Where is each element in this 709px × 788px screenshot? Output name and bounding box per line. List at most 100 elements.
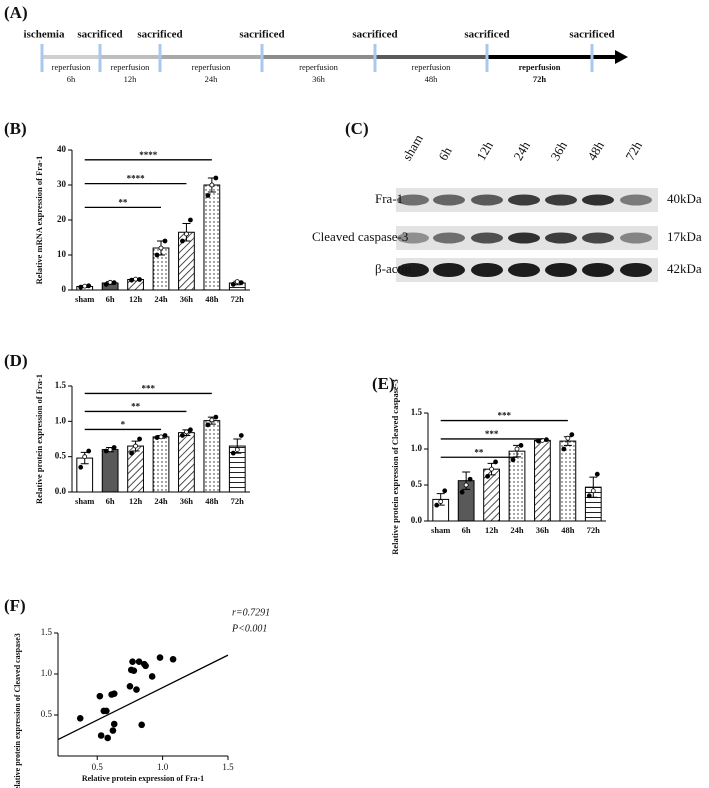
data-point (230, 281, 236, 287)
band (471, 263, 503, 277)
band (620, 263, 652, 277)
band (397, 263, 429, 277)
panel-label: (B) (4, 119, 27, 138)
data-point (107, 279, 113, 285)
x-tick-label: 6h (106, 496, 115, 506)
segment-duration: 48h (425, 74, 439, 84)
data-point (76, 714, 84, 722)
x-tick-label: sham (431, 525, 450, 535)
data-point (129, 658, 136, 665)
data-point (184, 429, 189, 435)
data-point (459, 489, 465, 495)
data-point (209, 182, 215, 188)
segment-label: reperfusion (52, 62, 91, 72)
x-tick-label: 48h (205, 294, 219, 304)
lane-label: 48h (584, 138, 607, 163)
lane-label: 36h (547, 138, 570, 163)
y-tick-label: 0 (62, 284, 67, 294)
data-point (561, 446, 567, 452)
data-point (184, 231, 189, 237)
data-point (142, 662, 149, 670)
band (508, 263, 540, 277)
row-size: 42kDa (667, 261, 702, 276)
segment-label: reperfusion (299, 62, 338, 72)
segment-label: reperfusion (192, 62, 231, 72)
segment-duration: 24h (205, 74, 219, 84)
y-tick-label: 1.0 (41, 668, 53, 678)
y-tick-label: 40 (57, 144, 67, 154)
data-point (133, 686, 140, 693)
panel-label: (F) (4, 596, 26, 615)
data-point (536, 438, 541, 444)
data-point (78, 464, 84, 470)
data-point (109, 727, 117, 734)
band (545, 263, 577, 277)
significance-label: *** (485, 429, 499, 439)
bar (203, 184, 221, 291)
data-point (493, 459, 498, 465)
data-point (238, 280, 244, 286)
data-point (156, 654, 164, 661)
data-point (111, 445, 117, 450)
y-axis-label: Relative protein expression of Cleaved c… (390, 379, 400, 555)
data-point (213, 414, 219, 420)
x-tick-label: 24h (154, 496, 168, 506)
y-tick-label: 0.5 (41, 709, 53, 719)
event-label: sacrificed (464, 29, 509, 41)
event-label: sacrificed (77, 29, 122, 41)
y-tick-label: 1.0 (411, 443, 423, 453)
x-tick-label: 24h (510, 525, 524, 535)
data-point (137, 277, 142, 282)
data-point (485, 473, 490, 479)
data-point (234, 279, 240, 285)
significance-label: **** (127, 174, 146, 184)
data-point (103, 448, 109, 454)
data-point (96, 692, 104, 700)
data-point (565, 435, 571, 441)
data-point (594, 471, 600, 477)
x-tick-label: 24h (154, 294, 168, 304)
data-point (158, 434, 164, 440)
data-point (205, 193, 211, 198)
y-tick-label: 20 (57, 214, 67, 224)
row-size: 17kDa (667, 229, 702, 244)
y-tick-label: 0.5 (55, 451, 67, 461)
data-point (97, 732, 105, 739)
data-point (129, 277, 134, 283)
y-axis-label: Relative protein expression of Cleaved c… (13, 633, 22, 788)
band (433, 232, 465, 244)
x-axis-label: Relative protein expression of Fra-1 (82, 774, 204, 783)
data-point (442, 488, 448, 494)
band (620, 232, 652, 244)
band (433, 194, 465, 206)
data-point (544, 437, 549, 443)
data-point (467, 476, 473, 482)
x-tick-label: 36h (180, 294, 194, 304)
data-point (489, 466, 494, 472)
x-tick-label: 1.0 (157, 762, 169, 772)
segment-label: reperfusion (111, 62, 150, 72)
significance-label: *** (142, 383, 156, 393)
data-point (158, 245, 164, 251)
segment-duration: 36h (312, 74, 326, 84)
data-point (86, 448, 92, 454)
data-point (137, 436, 142, 442)
data-point (230, 450, 236, 456)
x-tick-label: 12h (129, 294, 143, 304)
band (397, 194, 429, 206)
bar (178, 432, 195, 493)
x-tick-label: sham (75, 294, 94, 304)
event-label: sacrificed (569, 29, 614, 41)
data-point (154, 435, 160, 440)
row-label: Cleaved caspase-3 (312, 229, 408, 244)
y-tick-label: 10 (57, 249, 67, 259)
data-point (107, 447, 113, 453)
data-point (162, 238, 168, 244)
timeline-arrow (615, 50, 628, 64)
data-point (188, 427, 193, 433)
x-tick-label: 6h (106, 294, 115, 304)
data-point (438, 499, 444, 504)
panel-label: (A) (4, 3, 28, 22)
data-point (135, 658, 143, 665)
event-label: sacrificed (239, 29, 284, 41)
